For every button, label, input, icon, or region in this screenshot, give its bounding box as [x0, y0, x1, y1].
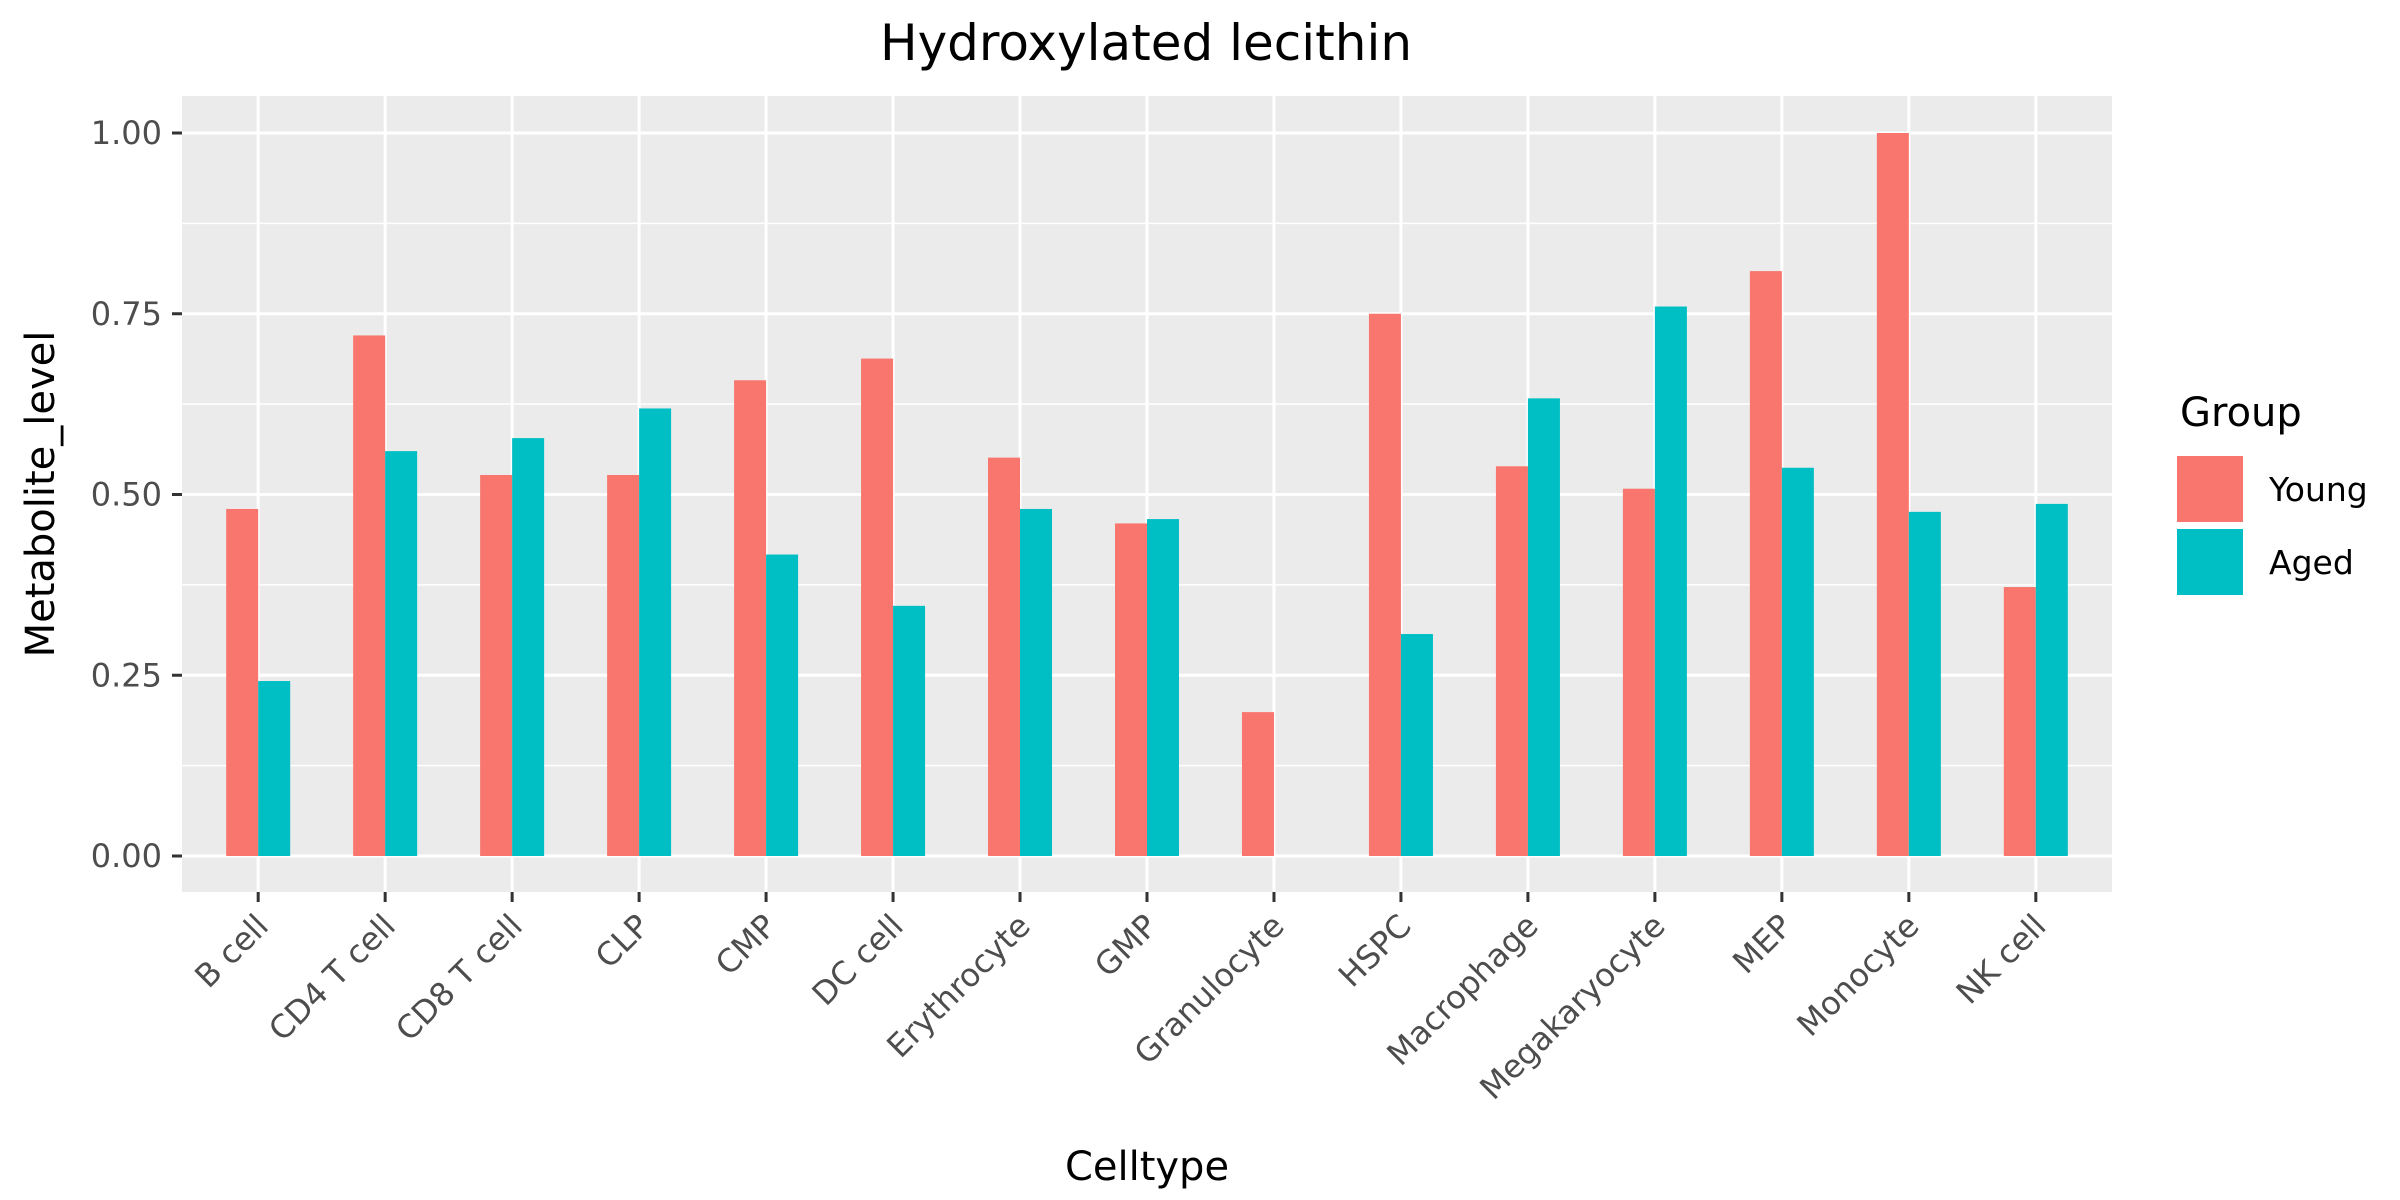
bar-aged-monocyte — [1908, 511, 1941, 856]
y-tick-label: 0.00 — [91, 837, 162, 875]
legend-title: Group — [2180, 390, 2302, 436]
bar-young-monocyte — [1876, 133, 1909, 856]
bar-young-b-cell — [226, 508, 259, 856]
y-tick-label: 0.50 — [91, 476, 162, 514]
bar-aged-gmp — [1147, 519, 1179, 856]
bar-young-mep — [1749, 271, 1782, 856]
x-tick-label: CLP — [588, 907, 657, 976]
bar-aged-macrophage — [1527, 398, 1560, 856]
x-tick-label: HSPC — [1331, 907, 1419, 995]
bar-young-macrophage — [1495, 466, 1528, 856]
chart-title: Hydroxylated lecithin — [880, 14, 1412, 72]
x-axis-title: Celltype — [1065, 1144, 1229, 1190]
bars — [226, 133, 2068, 856]
bar-aged-nk-cell — [2035, 503, 2068, 856]
legend-label-aged: Aged — [2269, 543, 2354, 582]
x-tick-label: CD8 T cell — [388, 907, 530, 1049]
x-tick-label: CD4 T cell — [261, 907, 403, 1049]
bar-young-dc-cell — [861, 358, 894, 856]
bar-young-hspc — [1368, 313, 1401, 856]
x-tick-label: NK cell — [1949, 907, 2054, 1012]
x-tick-label: MEP — [1725, 907, 1799, 981]
y-axis: 0.00 0.25 0.50 0.75 1.00 — [91, 114, 182, 875]
legend: Group Young Aged — [2177, 390, 2368, 595]
legend-key-aged — [2177, 529, 2243, 595]
bar-aged-cd8-t-cell — [512, 438, 545, 856]
bar-aged-hspc — [1400, 634, 1433, 856]
x-tick-label: B cell — [187, 907, 276, 996]
bar-aged-clp — [639, 408, 672, 856]
legend-key-young — [2177, 456, 2243, 522]
bar-young-clp — [607, 474, 640, 856]
bar-aged-mep — [1781, 467, 1814, 856]
bar-aged-cmp — [766, 554, 799, 856]
y-tick-label: 0.25 — [91, 656, 162, 694]
legend-label-young: Young — [2268, 470, 2368, 509]
y-axis-title: Metabolite_level — [18, 331, 64, 658]
bar-young-gmp — [1115, 523, 1147, 856]
bar-aged-dc-cell — [893, 605, 926, 856]
bar-young-nk-cell — [2003, 587, 2036, 856]
bar-young-granulocyte — [1241, 712, 1274, 856]
bar-young-erythrocyte — [988, 457, 1021, 856]
x-tick-label: Monocyte — [1789, 907, 1926, 1044]
bar-young-cd8-t-cell — [480, 474, 513, 856]
bar-aged-cd4-t-cell — [385, 451, 418, 856]
bar-young-cmp — [734, 380, 767, 856]
x-tick-label: DC cell — [804, 907, 910, 1013]
bar-young-megakaryocyte — [1622, 488, 1655, 856]
bar-aged-megakaryocyte — [1654, 306, 1687, 856]
x-tick-label: GMP — [1087, 907, 1165, 985]
bar-young-cd4-t-cell — [353, 335, 386, 856]
y-tick-label: 1.00 — [91, 114, 162, 152]
y-tick-label: 0.75 — [91, 295, 162, 333]
bar-aged-b-cell — [258, 681, 291, 856]
bar-aged-erythrocyte — [1020, 508, 1053, 856]
x-tick-label: CMP — [708, 907, 784, 983]
